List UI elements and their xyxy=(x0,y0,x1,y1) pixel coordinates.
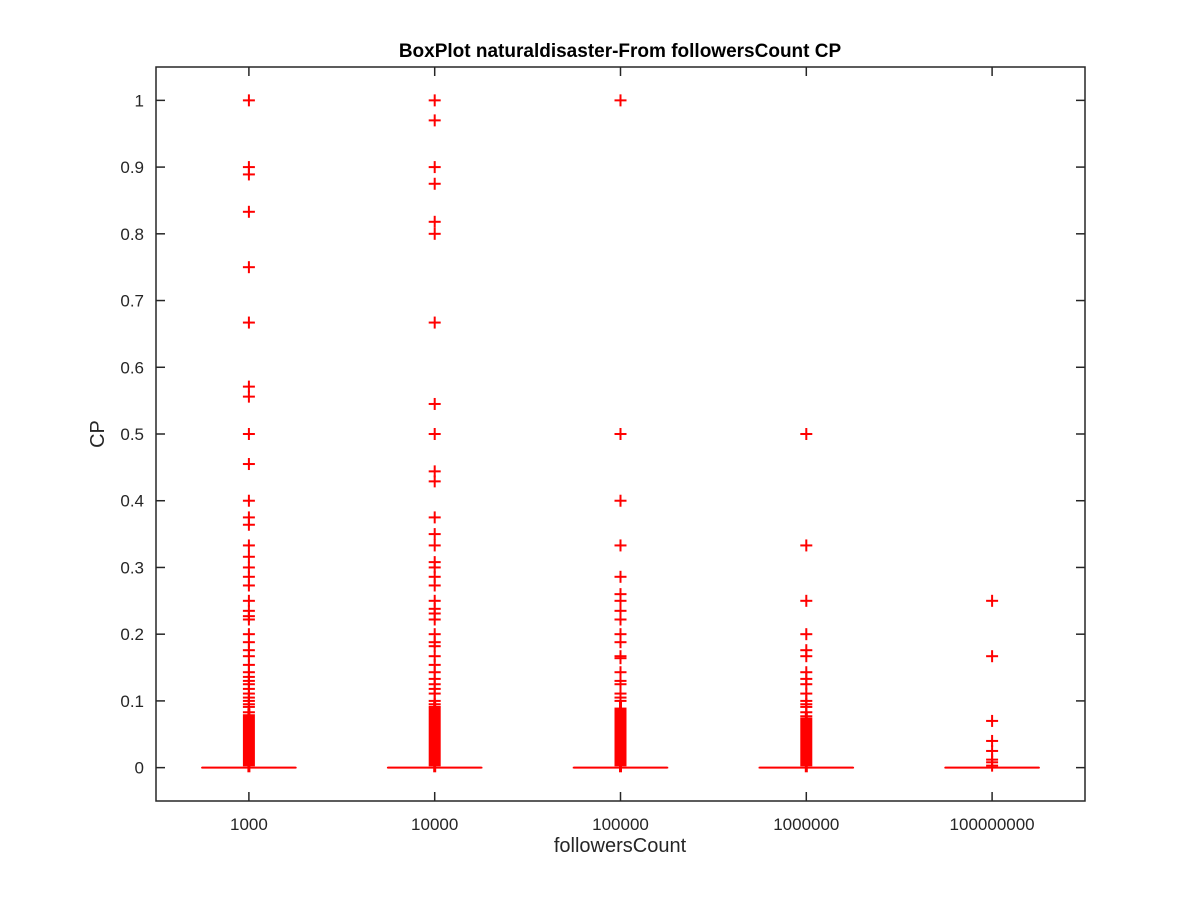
outlier-marker xyxy=(428,475,441,488)
y-tick-label: 1 xyxy=(135,91,144,110)
outlier-marker xyxy=(428,613,441,626)
outlier-marker xyxy=(242,539,255,552)
outlier-marker xyxy=(986,714,999,727)
y-tick-label: 0.2 xyxy=(120,625,144,644)
outlier-marker xyxy=(242,458,255,471)
outlier-marker xyxy=(428,511,441,524)
chart-marks xyxy=(201,94,1040,773)
axes: 0 0.1 0.2 0.3 0.4 0.5 0.6 0.7 0.8 0.9 1 1000 10000 10… xyxy=(120,66,1086,834)
outlier-marker xyxy=(614,613,627,626)
outlier-marker xyxy=(242,706,255,719)
x-tick-label: 100000 xyxy=(592,815,649,834)
outlier-marker xyxy=(242,579,255,592)
outlier-cluster-stem xyxy=(804,711,808,773)
outlier-marker xyxy=(428,227,441,240)
outlier-marker xyxy=(614,636,627,649)
outlier-marker xyxy=(428,640,441,653)
outlier-marker xyxy=(614,94,627,107)
x-tick-label: 100000000 xyxy=(950,815,1035,834)
outlier-marker xyxy=(800,594,813,607)
box-group-1000000 xyxy=(758,428,855,773)
outlier-marker xyxy=(800,710,813,723)
outlier-marker xyxy=(428,94,441,107)
outlier-cluster-stem xyxy=(619,701,622,773)
outlier-marker xyxy=(614,652,627,665)
x-axis-label: followersCount xyxy=(554,835,687,857)
y-tick-label: 0 xyxy=(135,759,144,778)
outlier-marker xyxy=(800,428,813,440)
outlier-marker xyxy=(242,205,255,218)
box-group-100000000 xyxy=(944,594,1040,772)
outlier-marker xyxy=(614,694,627,707)
outlier-marker xyxy=(800,539,813,552)
outlier-marker xyxy=(428,316,441,329)
outlier-marker xyxy=(242,518,255,531)
outlier-marker xyxy=(242,613,255,626)
outlier-marker xyxy=(428,528,441,541)
outlier-marker xyxy=(428,397,441,410)
y-tick-label: 0.8 xyxy=(120,225,144,244)
outlier-marker xyxy=(614,539,627,552)
outlier-marker xyxy=(428,114,441,127)
outlier-cluster-stem xyxy=(247,708,251,773)
outlier-marker xyxy=(428,465,441,478)
outlier-marker xyxy=(242,550,255,563)
y-tick-label: 0.6 xyxy=(120,358,144,377)
outlier-marker xyxy=(986,759,999,772)
outlier-marker xyxy=(986,650,999,663)
y-tick-label: 0.3 xyxy=(120,558,144,577)
outlier-marker xyxy=(428,579,441,592)
outlier-cluster-stem xyxy=(433,701,437,773)
outlier-marker xyxy=(242,168,255,181)
outlier-marker xyxy=(428,700,441,713)
outlier-marker xyxy=(428,215,441,228)
outlier-marker xyxy=(614,494,627,507)
y-tick-label: 0.1 xyxy=(120,692,144,711)
y-tick-label: 0.9 xyxy=(120,158,144,177)
outlier-marker xyxy=(242,261,255,274)
outlier-marker xyxy=(242,380,255,393)
outlier-marker xyxy=(800,628,813,641)
outlier-marker xyxy=(614,570,627,583)
outlier-marker xyxy=(428,177,441,190)
outlier-marker xyxy=(986,594,999,607)
outlier-marker xyxy=(428,539,441,552)
y-axis-label: CP xyxy=(87,420,109,448)
outlier-marker xyxy=(614,594,627,607)
outlier-marker xyxy=(428,161,441,174)
outlier-marker xyxy=(242,494,255,507)
outlier-marker xyxy=(242,94,255,107)
outlier-marker xyxy=(242,428,255,440)
box-group-10000 xyxy=(386,94,483,773)
box-group-1000 xyxy=(201,94,297,773)
x-tick-label: 10000 xyxy=(411,815,458,834)
y-tick-label: 0.5 xyxy=(120,425,144,444)
x-tick-label: 1000000 xyxy=(773,815,839,834)
x-tick-label: 1000 xyxy=(230,815,268,834)
outlier-marker xyxy=(428,428,441,440)
y-tick-label: 0.4 xyxy=(120,492,144,511)
box-group-100000 xyxy=(572,94,669,773)
outlier-marker xyxy=(800,650,813,663)
outlier-marker xyxy=(242,594,255,607)
chart-title: BoxPlot naturaldisaster-From followersCo… xyxy=(399,41,842,62)
outlier-marker xyxy=(986,734,999,747)
outlier-marker xyxy=(242,316,255,329)
y-tick-label: 0.7 xyxy=(120,292,144,311)
outlier-marker xyxy=(242,390,255,403)
outlier-marker xyxy=(614,428,627,440)
